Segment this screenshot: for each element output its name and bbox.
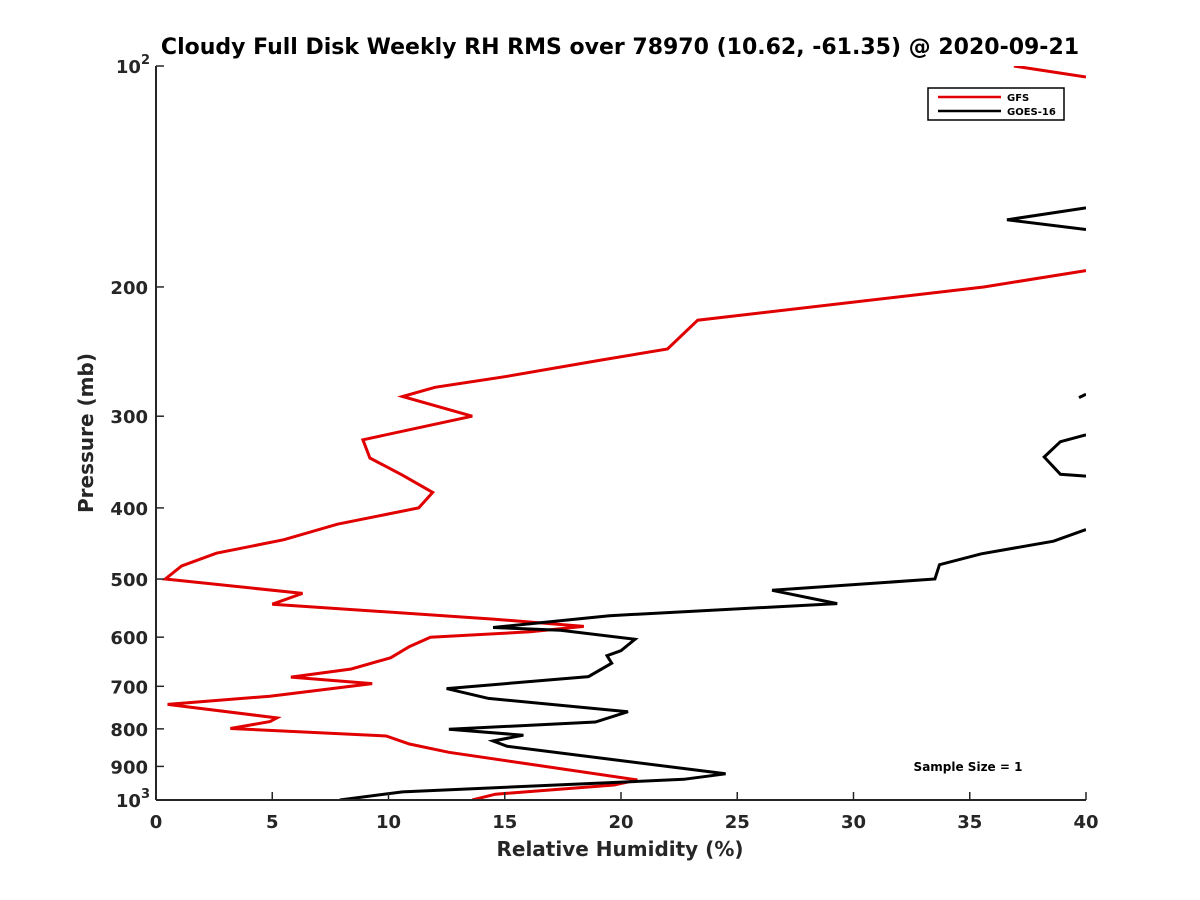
x-tick-label: 10 bbox=[376, 812, 401, 833]
y-tick-label: 700 bbox=[110, 677, 148, 698]
x-tick-label: 0 bbox=[150, 812, 163, 833]
y-tick-label: 800 bbox=[110, 720, 148, 741]
y-tick-label: 103 bbox=[116, 787, 150, 812]
series-layer bbox=[161, 66, 1086, 800]
series-line-goes16 bbox=[339, 206, 1086, 800]
axes bbox=[155, 66, 1086, 801]
x-tick-label: 20 bbox=[608, 812, 633, 833]
y-ticks: 102 200 300 400 500 600 700 800 900 103 bbox=[110, 53, 164, 812]
y-tick-label: 500 bbox=[110, 570, 148, 591]
x-tick-label: 5 bbox=[266, 812, 279, 833]
y-tick-label: 600 bbox=[110, 628, 148, 649]
y-tick-label: 102 bbox=[116, 53, 150, 78]
legend: GFS GOES-16 bbox=[927, 87, 1065, 121]
sample-size-annotation: Sample Size = 1 bbox=[914, 760, 1023, 774]
x-tick-label: 35 bbox=[957, 812, 982, 833]
x-tick-label: 40 bbox=[1073, 812, 1098, 833]
legend-label-gfs: GFS bbox=[1007, 93, 1029, 104]
x-tick-label: 25 bbox=[725, 812, 750, 833]
x-tick-label: 30 bbox=[841, 812, 866, 833]
y-tick-label: 200 bbox=[110, 278, 148, 299]
legend-label-goes16: GOES-16 bbox=[1007, 107, 1056, 118]
y-tick-label: 400 bbox=[110, 499, 148, 520]
y-tick-label: 900 bbox=[110, 757, 148, 778]
x-tick-label: 15 bbox=[492, 812, 517, 833]
chart-title: Cloudy Full Disk Weekly RH RMS over 7897… bbox=[161, 35, 1079, 60]
x-axis-label: Relative Humidity (%) bbox=[496, 837, 743, 861]
y-tick-label: 300 bbox=[110, 407, 148, 428]
y-axis-label: Pressure (mb) bbox=[74, 353, 98, 513]
series-line-gfs bbox=[161, 66, 1086, 800]
x-ticks: 0 5 10 15 20 25 30 35 40 bbox=[150, 792, 1099, 833]
legend-box bbox=[927, 87, 1065, 121]
